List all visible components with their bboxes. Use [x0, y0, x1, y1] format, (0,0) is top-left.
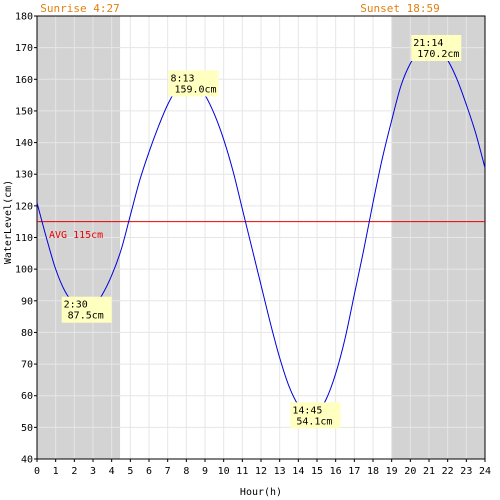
x-tick-label-2: 2: [71, 466, 77, 477]
y-tick-label-5: 90: [21, 296, 33, 307]
annotation-box-3: [411, 35, 462, 62]
y-tick-label-9: 130: [15, 170, 33, 181]
x-tick-label-18: 18: [367, 466, 379, 477]
x-tick-label-16: 16: [330, 466, 342, 477]
y-tick-label-2: 60: [21, 391, 33, 402]
y-tick-label-8: 120: [15, 201, 33, 212]
annotation-level-2: 54.1cm: [296, 416, 332, 427]
annotation-time-1: 8:13: [170, 73, 194, 84]
x-tick-label-7: 7: [165, 466, 171, 477]
y-tick-label-14: 180: [15, 12, 33, 23]
y-tick-label-11: 150: [15, 106, 33, 117]
x-tick-label-6: 6: [146, 466, 152, 477]
x-tick-label-5: 5: [127, 466, 133, 477]
x-tick-label-10: 10: [218, 466, 230, 477]
annotation-level-3: 170.2cm: [417, 49, 459, 60]
y-tick-label-1: 50: [21, 423, 33, 434]
sunset-label: Sunset 18:59: [360, 2, 439, 15]
x-tick-label-17: 17: [348, 466, 360, 477]
x-tick-label-12: 12: [255, 466, 267, 477]
annotation-time-2: 14:45: [292, 405, 322, 416]
x-tick-label-21: 21: [423, 466, 435, 477]
annotation-box-1: [168, 70, 219, 97]
y-tick-label-12: 160: [15, 75, 33, 86]
y-tick-label-0: 40: [21, 455, 33, 466]
x-tick-label-22: 22: [442, 466, 454, 477]
y-tick-label-4: 80: [21, 328, 33, 339]
x-axis-ticks: 0 1 2 3 4 5 6 7 8 9 10 11 12 13 14 15 16 17 18 19 20 21 22 23 24: [34, 459, 491, 477]
x-tick-label-23: 23: [460, 466, 472, 477]
x-tick-label-9: 9: [202, 466, 208, 477]
series-line-water-level: [36, 46, 486, 416]
y-tick-label-13: 170: [15, 43, 33, 54]
x-tick-label-20: 20: [404, 466, 416, 477]
x-tick-label-3: 3: [90, 466, 96, 477]
annotation-level-1: 159.0cm: [174, 84, 216, 95]
x-tick-label-0: 0: [34, 466, 40, 477]
annotation-time-0: 2:30: [64, 300, 88, 311]
x-tick-label-1: 1: [53, 466, 59, 477]
x-tick-label-14: 14: [292, 466, 304, 477]
y-tick-label-10: 140: [15, 138, 33, 149]
annotation-time-3: 21:14: [413, 38, 443, 49]
x-tick-label-19: 19: [386, 466, 398, 477]
annotation-box-2: [290, 402, 341, 429]
y-tick-label-7: 110: [15, 233, 33, 244]
annotation-level-0: 87.5cm: [68, 311, 104, 322]
x-tick-label-15: 15: [311, 466, 323, 477]
x-tick-label-11: 11: [236, 466, 248, 477]
x-tick-label-4: 4: [109, 466, 115, 477]
sunrise-label: Sunrise 4:27: [40, 2, 119, 15]
grid: [36, 15, 486, 460]
y-axis-title: WaterLevel(cm): [3, 180, 14, 264]
y-tick-label-3: 70: [21, 360, 33, 371]
annotation-box-0: [61, 296, 112, 323]
x-tick-label-8: 8: [183, 466, 189, 477]
average-label: AVG 115cm: [49, 230, 103, 241]
x-tick-label-13: 13: [274, 466, 286, 477]
y-axis-ticks: 40 50 60 70 80 90 100 110 120 130 140 150 160 170 180: [15, 12, 37, 466]
y-tick-label-6: 100: [15, 265, 33, 276]
x-tick-label-24: 24: [479, 466, 491, 477]
x-axis-title: Hour(h): [240, 487, 282, 498]
